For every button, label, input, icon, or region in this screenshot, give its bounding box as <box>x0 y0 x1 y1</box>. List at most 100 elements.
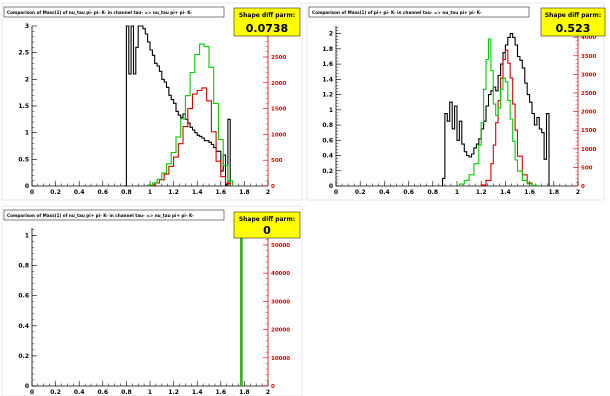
left-y-tick-label: 0.4 <box>18 323 29 330</box>
x-tick-label: 0.4 <box>74 389 85 396</box>
x-tick-label: 2 <box>266 189 270 196</box>
x-tick-label: 1.8 <box>239 389 250 396</box>
x-tick-label: 0 <box>334 189 338 196</box>
chart-panel-3: Comparison of Mass(1) of nu_tau pi+ pi- … <box>1 205 303 396</box>
left-y-tick-label: 0.8 <box>322 122 333 129</box>
right-y-tick-label: 0 <box>581 184 585 190</box>
right-y-tick-label: 2500 <box>271 55 286 61</box>
shape-diff-badge: Shape diff parm: 0.523 <box>540 7 606 37</box>
left-y-tick-label: 1 <box>329 107 333 114</box>
badge-value: 0.523 <box>556 22 591 35</box>
x-tick-label: 1.4 <box>500 189 511 196</box>
left-y-tick-label: 2 <box>329 31 333 38</box>
chart-title-box: Comparison of Mass(1) of pi+ pi- K- in c… <box>308 6 530 18</box>
shape-diff-badge: Shape diff parm:0 <box>233 211 301 239</box>
shape-diff-badge: Shape diff parm: 0.0738 <box>233 7 301 37</box>
badge-label: Shape diff parm: <box>545 12 601 19</box>
series-line-3 <box>458 38 538 186</box>
badge-value: 0.0738 <box>246 22 288 35</box>
left-y-tick-label: 1.5 <box>18 103 29 110</box>
series-line-2 <box>149 87 231 186</box>
x-tick-label: 0.4 <box>379 189 390 196</box>
x-tick-label: 0.8 <box>121 189 132 196</box>
x-tick-label: 1 <box>148 189 152 196</box>
right-y-tick-label: 30000 <box>271 299 290 305</box>
x-tick-label: 1.4 <box>192 189 203 196</box>
title-border <box>3 6 225 18</box>
badge-value: 0 <box>263 224 271 237</box>
x-tick-label: 1.2 <box>168 189 179 196</box>
right-y-tick-label: 3500 <box>581 54 596 60</box>
x-tick-label: 1.4 <box>192 389 203 396</box>
series-line-3 <box>240 234 243 386</box>
x-tick-label: 1.2 <box>476 189 487 196</box>
chart-title: Comparison of Mass(1) of pi+ pi- K- in c… <box>312 10 482 15</box>
x-tick-label: 1.6 <box>524 189 535 196</box>
chart-title: Comparison of Mass(1) of nu_tau pi+ pi- … <box>7 213 194 218</box>
left-y-tick-label: 2 <box>25 76 29 83</box>
title-border <box>308 6 530 18</box>
left-y-tick-label: 0 <box>329 183 333 190</box>
badge-background <box>540 7 606 37</box>
left-y-tick-label: 2.5 <box>18 50 29 57</box>
badge-label: Shape diff parm: <box>239 12 295 19</box>
left-y-tick-label: 0.6 <box>18 293 29 300</box>
badge-background <box>233 211 301 239</box>
right-y-tick-label: 10000 <box>271 356 290 362</box>
left-y-tick-label: 0.5 <box>18 156 29 163</box>
left-y-tick-label: 0.8 <box>18 263 29 270</box>
x-tick-label: 0.2 <box>355 189 366 196</box>
badge-background <box>233 7 301 37</box>
x-tick-label: 2 <box>576 189 580 196</box>
right-y-tick-label: 1000 <box>271 132 286 138</box>
left-y-tick-label: 1.2 <box>322 92 333 99</box>
left-y-tick-label: 1.6 <box>322 61 333 68</box>
x-tick-label: 0.2 <box>50 389 61 396</box>
x-tick-label: 0.4 <box>74 189 85 196</box>
x-tick-label: 2 <box>266 389 270 396</box>
x-tick-label: 1.6 <box>215 389 226 396</box>
left-y-tick-label: 0 <box>25 183 29 190</box>
title-border <box>3 209 225 221</box>
right-y-tick-label: 40000 <box>271 271 290 277</box>
right-y-tick-label: 2000 <box>581 110 596 116</box>
badge-label: Shape diff parm: <box>239 216 295 223</box>
x-tick-label: 0.8 <box>427 189 438 196</box>
right-y-tick-label: 1000 <box>581 147 596 153</box>
chart-title: Comparison of Mass(1) of nu_tau pi- pi- … <box>7 10 192 15</box>
x-tick-label: 1.6 <box>215 189 226 196</box>
series-line-2 <box>480 49 533 186</box>
x-tick-label: 0.6 <box>403 189 414 196</box>
x-tick-label: 0.6 <box>97 189 108 196</box>
right-y-tick-label: 0 <box>271 384 275 390</box>
left-y-tick-label: 3 <box>25 23 29 30</box>
x-tick-label: 0 <box>30 389 34 396</box>
series-line-3 <box>147 43 234 186</box>
right-y-tick-label: 4000 <box>581 35 596 41</box>
chart-title-box: Comparison of Mass(1) of nu_tau pi- pi- … <box>3 6 225 18</box>
left-y-tick-label: 0.2 <box>18 353 29 360</box>
x-tick-label: 1 <box>148 389 152 396</box>
x-tick-label: 1.2 <box>168 389 179 396</box>
right-y-tick-label: 1500 <box>581 128 596 134</box>
left-y-tick-label: 1.8 <box>322 46 333 53</box>
left-y-tick-label: 0.2 <box>322 168 333 175</box>
right-y-tick-label: 3000 <box>581 72 596 78</box>
left-y-tick-label: 0 <box>25 383 29 390</box>
right-y-tick-label: 500 <box>271 158 283 164</box>
right-y-tick-label: 20000 <box>271 328 290 334</box>
x-tick-label: 0 <box>30 189 34 196</box>
x-tick-label: 0.2 <box>50 189 61 196</box>
right-y-tick-label: 2500 <box>581 91 596 97</box>
left-y-tick-label: 0.6 <box>322 137 333 144</box>
x-tick-label: 1 <box>455 189 459 196</box>
right-y-tick-label: 500 <box>581 165 593 171</box>
right-y-tick-label: 1500 <box>271 107 286 113</box>
x-tick-label: 1.8 <box>239 189 250 196</box>
left-y-tick-label: 0.4 <box>322 153 333 160</box>
right-y-tick-label: 2000 <box>271 81 286 87</box>
x-tick-label: 0.8 <box>121 389 132 396</box>
left-y-tick-label: 1.4 <box>322 76 333 83</box>
x-tick-label: 0.6 <box>97 389 108 396</box>
